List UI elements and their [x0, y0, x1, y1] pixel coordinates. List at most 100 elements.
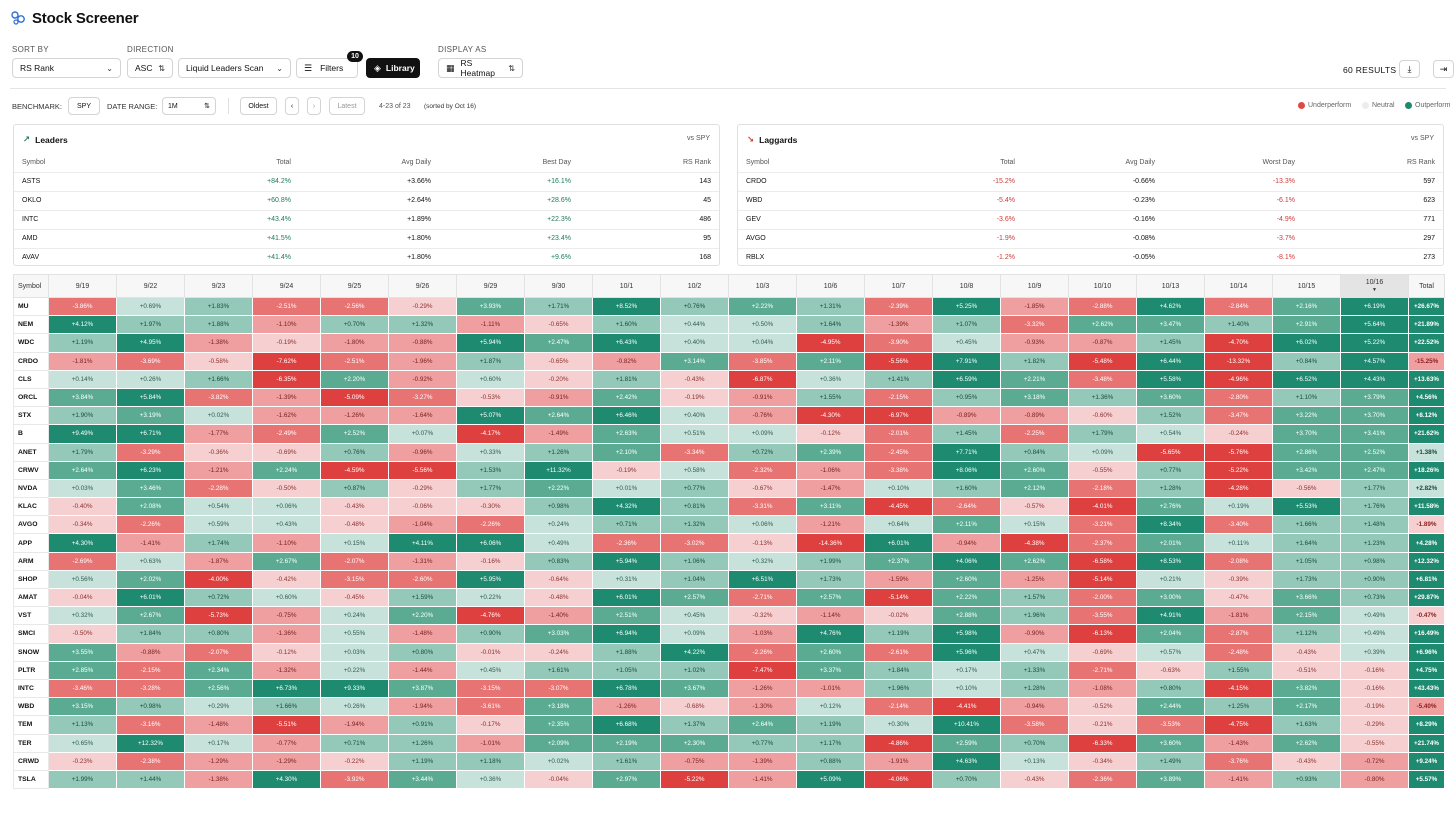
heatmap-cell[interactable]: +0.71%	[320, 733, 389, 753]
heatmap-cell[interactable]: +1.45%	[1136, 333, 1205, 353]
heatmap-cell[interactable]: +1.99%	[796, 551, 865, 571]
heatmap-cell[interactable]: +0.49%	[1340, 624, 1409, 644]
heatmap-cell[interactable]: +0.22%	[320, 660, 389, 680]
heatmap-cell[interactable]: +0.90%	[456, 624, 525, 644]
heatmap-cell[interactable]: +1.04%	[660, 569, 729, 590]
column-header-date[interactable]: 10/7	[864, 274, 933, 298]
heatmap-cell[interactable]: -2.88%	[1068, 296, 1137, 317]
row-symbol[interactable]: SHOP	[13, 569, 49, 590]
row-symbol[interactable]: APP	[13, 533, 49, 553]
heatmap-cell[interactable]: -2.26%	[456, 515, 525, 535]
heatmap-cell[interactable]: +0.30%	[864, 715, 933, 735]
heatmap-cell[interactable]: -4.76%	[456, 606, 525, 626]
heatmap-cell[interactable]: -0.34%	[1068, 751, 1137, 771]
heatmap-cell[interactable]: +0.98%	[116, 697, 185, 717]
heatmap-cell[interactable]: -4.95%	[796, 333, 865, 353]
table-row[interactable]: KLAC -0.40% +2.08% +0.54% +0.06% -0.43% -0.06%…	[13, 497, 1445, 517]
heatmap-cell[interactable]: -0.51%	[1272, 660, 1341, 680]
heatmap-cell[interactable]: +1.88%	[184, 315, 253, 335]
heatmap-cell[interactable]: +0.31%	[592, 569, 661, 590]
heatmap-cell[interactable]: -4.17%	[456, 424, 525, 444]
heatmap-cell[interactable]: +0.11%	[1204, 533, 1273, 553]
heatmap-cell[interactable]: -3.28%	[116, 678, 185, 699]
table-row[interactable]: GEV -3.6% -0.16% -4.9% 771	[738, 210, 1443, 230]
heatmap-cell[interactable]: -2.36%	[1068, 769, 1137, 790]
heatmap-cell[interactable]: +1.66%	[184, 369, 253, 389]
heatmap-cell[interactable]: +2.08%	[116, 497, 185, 517]
heatmap-cell[interactable]: +1.79%	[1068, 424, 1137, 444]
heatmap-cell[interactable]: +0.60%	[252, 587, 321, 608]
heatmap-cell[interactable]: -6.13%	[1068, 624, 1137, 644]
heatmap-cell[interactable]: -2.15%	[116, 660, 185, 680]
heatmap-cell[interactable]: -0.29%	[388, 296, 457, 317]
column-header-total[interactable]: Total	[1408, 274, 1445, 298]
row-symbol[interactable]: ORCL	[13, 387, 49, 408]
heatmap-cell[interactable]: +0.15%	[1000, 515, 1069, 535]
heatmap-cell[interactable]: -1.31%	[388, 551, 457, 571]
heatmap-cell[interactable]: +2.60%	[796, 642, 865, 662]
heatmap-cell[interactable]: -3.90%	[864, 333, 933, 353]
date-range-select[interactable]: 1M ⇅	[162, 97, 216, 115]
heatmap-cell[interactable]: -1.77%	[184, 424, 253, 444]
heatmap-cell[interactable]: +5.94%	[456, 333, 525, 353]
heatmap-cell[interactable]: -0.90%	[1000, 624, 1069, 644]
heatmap-cell[interactable]: -1.91%	[864, 751, 933, 771]
heatmap-cell[interactable]: +3.84%	[48, 387, 117, 408]
heatmap-cell[interactable]: +0.95%	[932, 387, 1001, 408]
heatmap-cell[interactable]: +1.26%	[524, 442, 593, 462]
heatmap-cell[interactable]: -1.41%	[116, 533, 185, 553]
heatmap-cell[interactable]: +6.01%	[116, 587, 185, 608]
heatmap-cell[interactable]: +5.58%	[1136, 369, 1205, 389]
row-symbol[interactable]: KLAC	[13, 497, 49, 517]
heatmap-cell[interactable]: -0.04%	[48, 587, 117, 608]
heatmap-cell[interactable]: -0.17%	[456, 715, 525, 735]
heatmap-cell[interactable]: -1.85%	[1000, 296, 1069, 317]
heatmap-cell[interactable]: +3.66%	[1272, 587, 1341, 608]
heatmap-cell[interactable]: -6.97%	[864, 406, 933, 426]
heatmap-cell[interactable]: -1.29%	[184, 751, 253, 771]
table-row[interactable]: AVGO -1.9% -0.08% -3.7% 297	[738, 229, 1443, 249]
heatmap-cell[interactable]: +0.70%	[932, 769, 1001, 790]
heatmap-cell[interactable]: -0.48%	[524, 587, 593, 608]
heatmap-cell[interactable]: -5.51%	[252, 715, 321, 735]
row-symbol[interactable]: VST	[13, 606, 49, 626]
heatmap-cell[interactable]: -2.49%	[252, 424, 321, 444]
heatmap-cell[interactable]: +9.33%	[320, 678, 389, 699]
heatmap-cell[interactable]: +2.64%	[728, 715, 797, 735]
heatmap-cell[interactable]: +0.80%	[1136, 678, 1205, 699]
heatmap-cell[interactable]: +0.50%	[728, 315, 797, 335]
oldest-button[interactable]: Oldest	[240, 97, 277, 115]
heatmap-cell[interactable]: -1.10%	[252, 315, 321, 335]
heatmap-cell[interactable]: -1.26%	[592, 697, 661, 717]
heatmap-cell[interactable]: +1.82%	[1000, 351, 1069, 371]
heatmap-cell[interactable]: +2.97%	[592, 769, 661, 790]
heatmap-cell[interactable]: -4.00%	[184, 569, 253, 590]
heatmap-cell[interactable]: -2.87%	[1204, 624, 1273, 644]
heatmap-cell[interactable]: +1.73%	[796, 569, 865, 590]
table-row[interactable]: AMAT -0.04% +6.01% +0.72% +0.60% -0.45% +1.59%…	[13, 587, 1445, 608]
heatmap-cell[interactable]: -0.96%	[388, 442, 457, 462]
row-symbol[interactable]: AMAT	[13, 587, 49, 608]
table-row[interactable]: WBD -5.4% -0.23% -6.1% 623	[738, 191, 1443, 211]
heatmap-cell[interactable]: -5.76%	[1204, 442, 1273, 462]
heatmap-cell[interactable]: -0.91%	[524, 387, 593, 408]
heatmap-cell[interactable]: +0.09%	[1068, 442, 1137, 462]
heatmap-cell[interactable]: +6.51%	[728, 569, 797, 590]
heatmap-cell[interactable]: +0.06%	[252, 497, 321, 517]
heatmap-cell[interactable]: +0.55%	[320, 624, 389, 644]
heatmap-cell[interactable]: -6.58%	[1068, 551, 1137, 571]
heatmap-cell[interactable]: +3.44%	[388, 769, 457, 790]
column-header-date[interactable]: 9/22	[116, 274, 185, 298]
heatmap-cell[interactable]: +4.06%	[932, 551, 1001, 571]
row-symbol[interactable]: PLTR	[13, 660, 49, 680]
heatmap-cell[interactable]: -3.15%	[456, 678, 525, 699]
heatmap-cell[interactable]: +1.07%	[932, 315, 1001, 335]
heatmap-cell[interactable]: -2.51%	[252, 296, 321, 317]
table-row[interactable]: AMD +41.5% +1.80% +23.4% 95	[14, 229, 719, 249]
heatmap-cell[interactable]: -7.62%	[252, 351, 321, 371]
heatmap-cell[interactable]: +0.09%	[660, 624, 729, 644]
heatmap-cell[interactable]: +1.99%	[48, 769, 117, 790]
heatmap-cell[interactable]: +5.94%	[592, 551, 661, 571]
heatmap-cell[interactable]: +0.83%	[524, 551, 593, 571]
heatmap-cell[interactable]: +0.21%	[1136, 569, 1205, 590]
